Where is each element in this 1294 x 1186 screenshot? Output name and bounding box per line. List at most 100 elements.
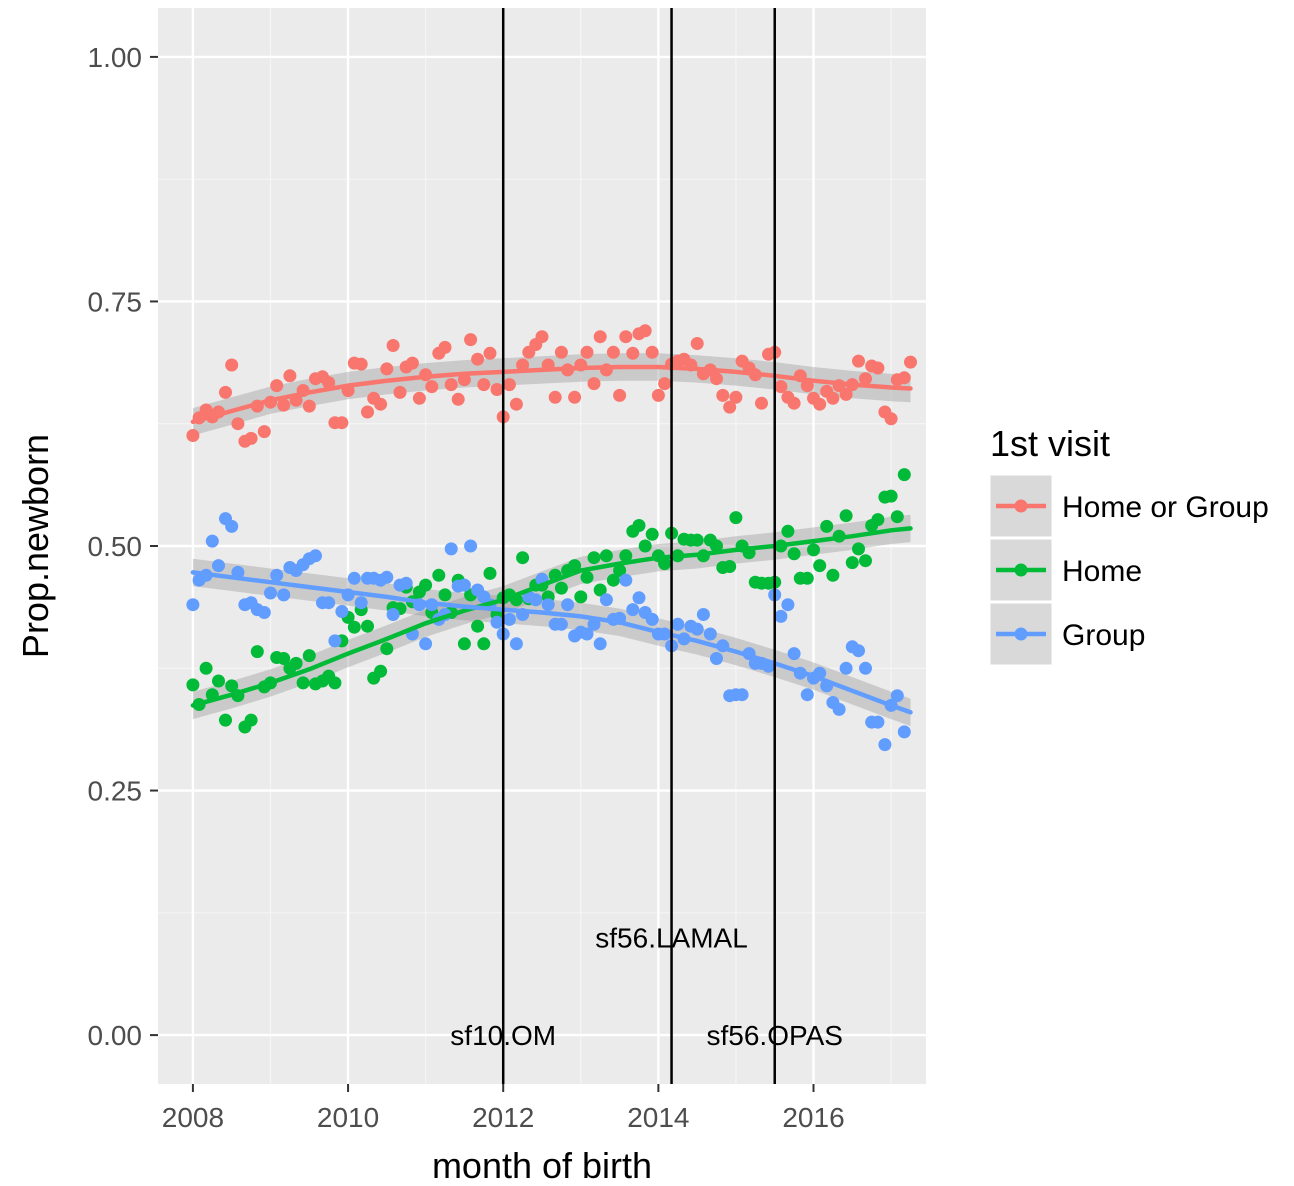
data-point-home: [859, 554, 872, 568]
data-point-group: [457, 578, 471, 592]
trend-line-home-or-group: [190, 364, 913, 425]
data-point-group: [690, 622, 704, 636]
data-point-home-or-group: [374, 397, 388, 411]
data-point-home: [328, 676, 342, 690]
data-point-group: [832, 702, 846, 716]
data-point-home: [277, 652, 291, 665]
data-point-home-or-group: [587, 377, 601, 391]
vline-label-sf56-lamal: sf56.LAMAL: [595, 922, 748, 953]
data-point-home-or-group: [626, 346, 640, 360]
data-point-group: [859, 661, 872, 675]
data-point-group: [800, 688, 814, 702]
data-point-home-or-group: [335, 416, 349, 430]
confidence-band-home-or-group: [192, 353, 911, 436]
data-point-home-or-group: [386, 339, 400, 352]
data-point-group: [599, 593, 613, 607]
data-point-home: [897, 468, 911, 482]
data-point-home: [380, 642, 394, 656]
data-point-home-or-group: [658, 377, 672, 391]
data-point-group: [509, 637, 523, 651]
confidence-band-group: [192, 558, 911, 726]
data-point-group: [347, 571, 361, 585]
data-point-group: [529, 593, 543, 607]
data-point-home-or-group: [361, 405, 374, 419]
data-point-group: [774, 609, 788, 623]
trend-lines: [190, 364, 913, 715]
data-point-group: [787, 647, 801, 661]
data-point-group: [580, 627, 594, 641]
data-point-group: [386, 608, 400, 621]
data-point-home-or-group: [839, 387, 853, 401]
data-point-group: [839, 661, 853, 675]
data-point-home: [606, 573, 620, 587]
data-point-home: [800, 571, 814, 585]
legend-title: 1st visit: [990, 423, 1110, 464]
data-point-home-or-group: [710, 372, 723, 386]
data-point-home-or-group: [568, 390, 582, 404]
data-point-group: [186, 598, 200, 612]
data-point-home-or-group: [606, 345, 620, 359]
x-tick-label: 2016: [782, 1102, 844, 1133]
data-point-home-or-group: [638, 324, 652, 338]
data-point-home: [516, 551, 530, 565]
data-point-home: [471, 619, 485, 633]
data-point-group: [335, 605, 349, 618]
data-point-home-or-group: [723, 400, 737, 414]
data-point-home-or-group: [554, 345, 568, 359]
data-point-group: [322, 596, 336, 610]
data-point-home: [419, 578, 433, 592]
data-point-home-or-group: [270, 379, 284, 393]
y-tick-label: 0.25: [88, 776, 143, 807]
data-point-home: [593, 583, 607, 597]
data-point-home-or-group: [884, 412, 898, 426]
vline-label-sf56-opas: sf56.OPAS: [707, 1020, 843, 1051]
data-point-home-or-group: [477, 378, 491, 392]
data-point-group: [380, 570, 394, 584]
data-point-home-or-group: [897, 371, 911, 385]
data-point-group: [354, 596, 368, 610]
data-point-home: [619, 549, 633, 563]
data-point-group: [593, 637, 607, 651]
data-point-group: [541, 598, 555, 612]
data-point-home-or-group: [464, 333, 478, 347]
legend-key-point: [1014, 563, 1028, 577]
data-point-home-or-group: [283, 369, 297, 383]
data-point-home: [820, 519, 834, 533]
data-point-home: [199, 661, 213, 675]
data-point-home-or-group: [716, 388, 730, 402]
data-point-home-or-group: [535, 330, 549, 344]
data-point-home: [347, 620, 361, 634]
data-point-group: [781, 598, 795, 612]
data-point-group: [703, 627, 717, 641]
data-point-home-or-group: [257, 425, 271, 439]
data-point-home-or-group: [444, 378, 458, 392]
data-point-home: [361, 619, 374, 633]
data-point-home: [374, 664, 388, 678]
data-point-home-or-group: [438, 340, 452, 354]
data-point-home: [250, 645, 264, 659]
y-axis-title: Prop.newborn: [15, 434, 56, 658]
data-point-home-or-group: [580, 345, 594, 359]
axes: 2008 2010 2012 2014 2016 0.00 0.25 0.50 0.75 1.00: [88, 42, 845, 1133]
data-point-home-or-group: [813, 397, 827, 411]
data-point-home: [580, 570, 594, 584]
data-point-home: [457, 637, 471, 651]
data-point-home: [884, 489, 898, 503]
legend-label-group: Group: [1062, 619, 1145, 652]
data-points: [186, 324, 917, 752]
x-tick-label: 2012: [472, 1102, 534, 1133]
data-point-home: [890, 510, 904, 524]
data-point-home-or-group: [302, 399, 316, 413]
data-point-home-or-group: [651, 388, 665, 402]
data-point-home: [871, 513, 885, 527]
data-point-home-or-group: [186, 429, 200, 442]
data-point-home-or-group: [826, 391, 840, 405]
data-point-home: [658, 557, 672, 571]
data-point-home: [574, 590, 588, 604]
data-point-home-or-group: [548, 390, 562, 404]
data-point-home: [587, 551, 601, 565]
data-point-group: [270, 568, 284, 582]
data-point-group: [735, 688, 749, 702]
data-point-home-or-group: [774, 380, 788, 394]
data-point-group: [490, 615, 504, 629]
